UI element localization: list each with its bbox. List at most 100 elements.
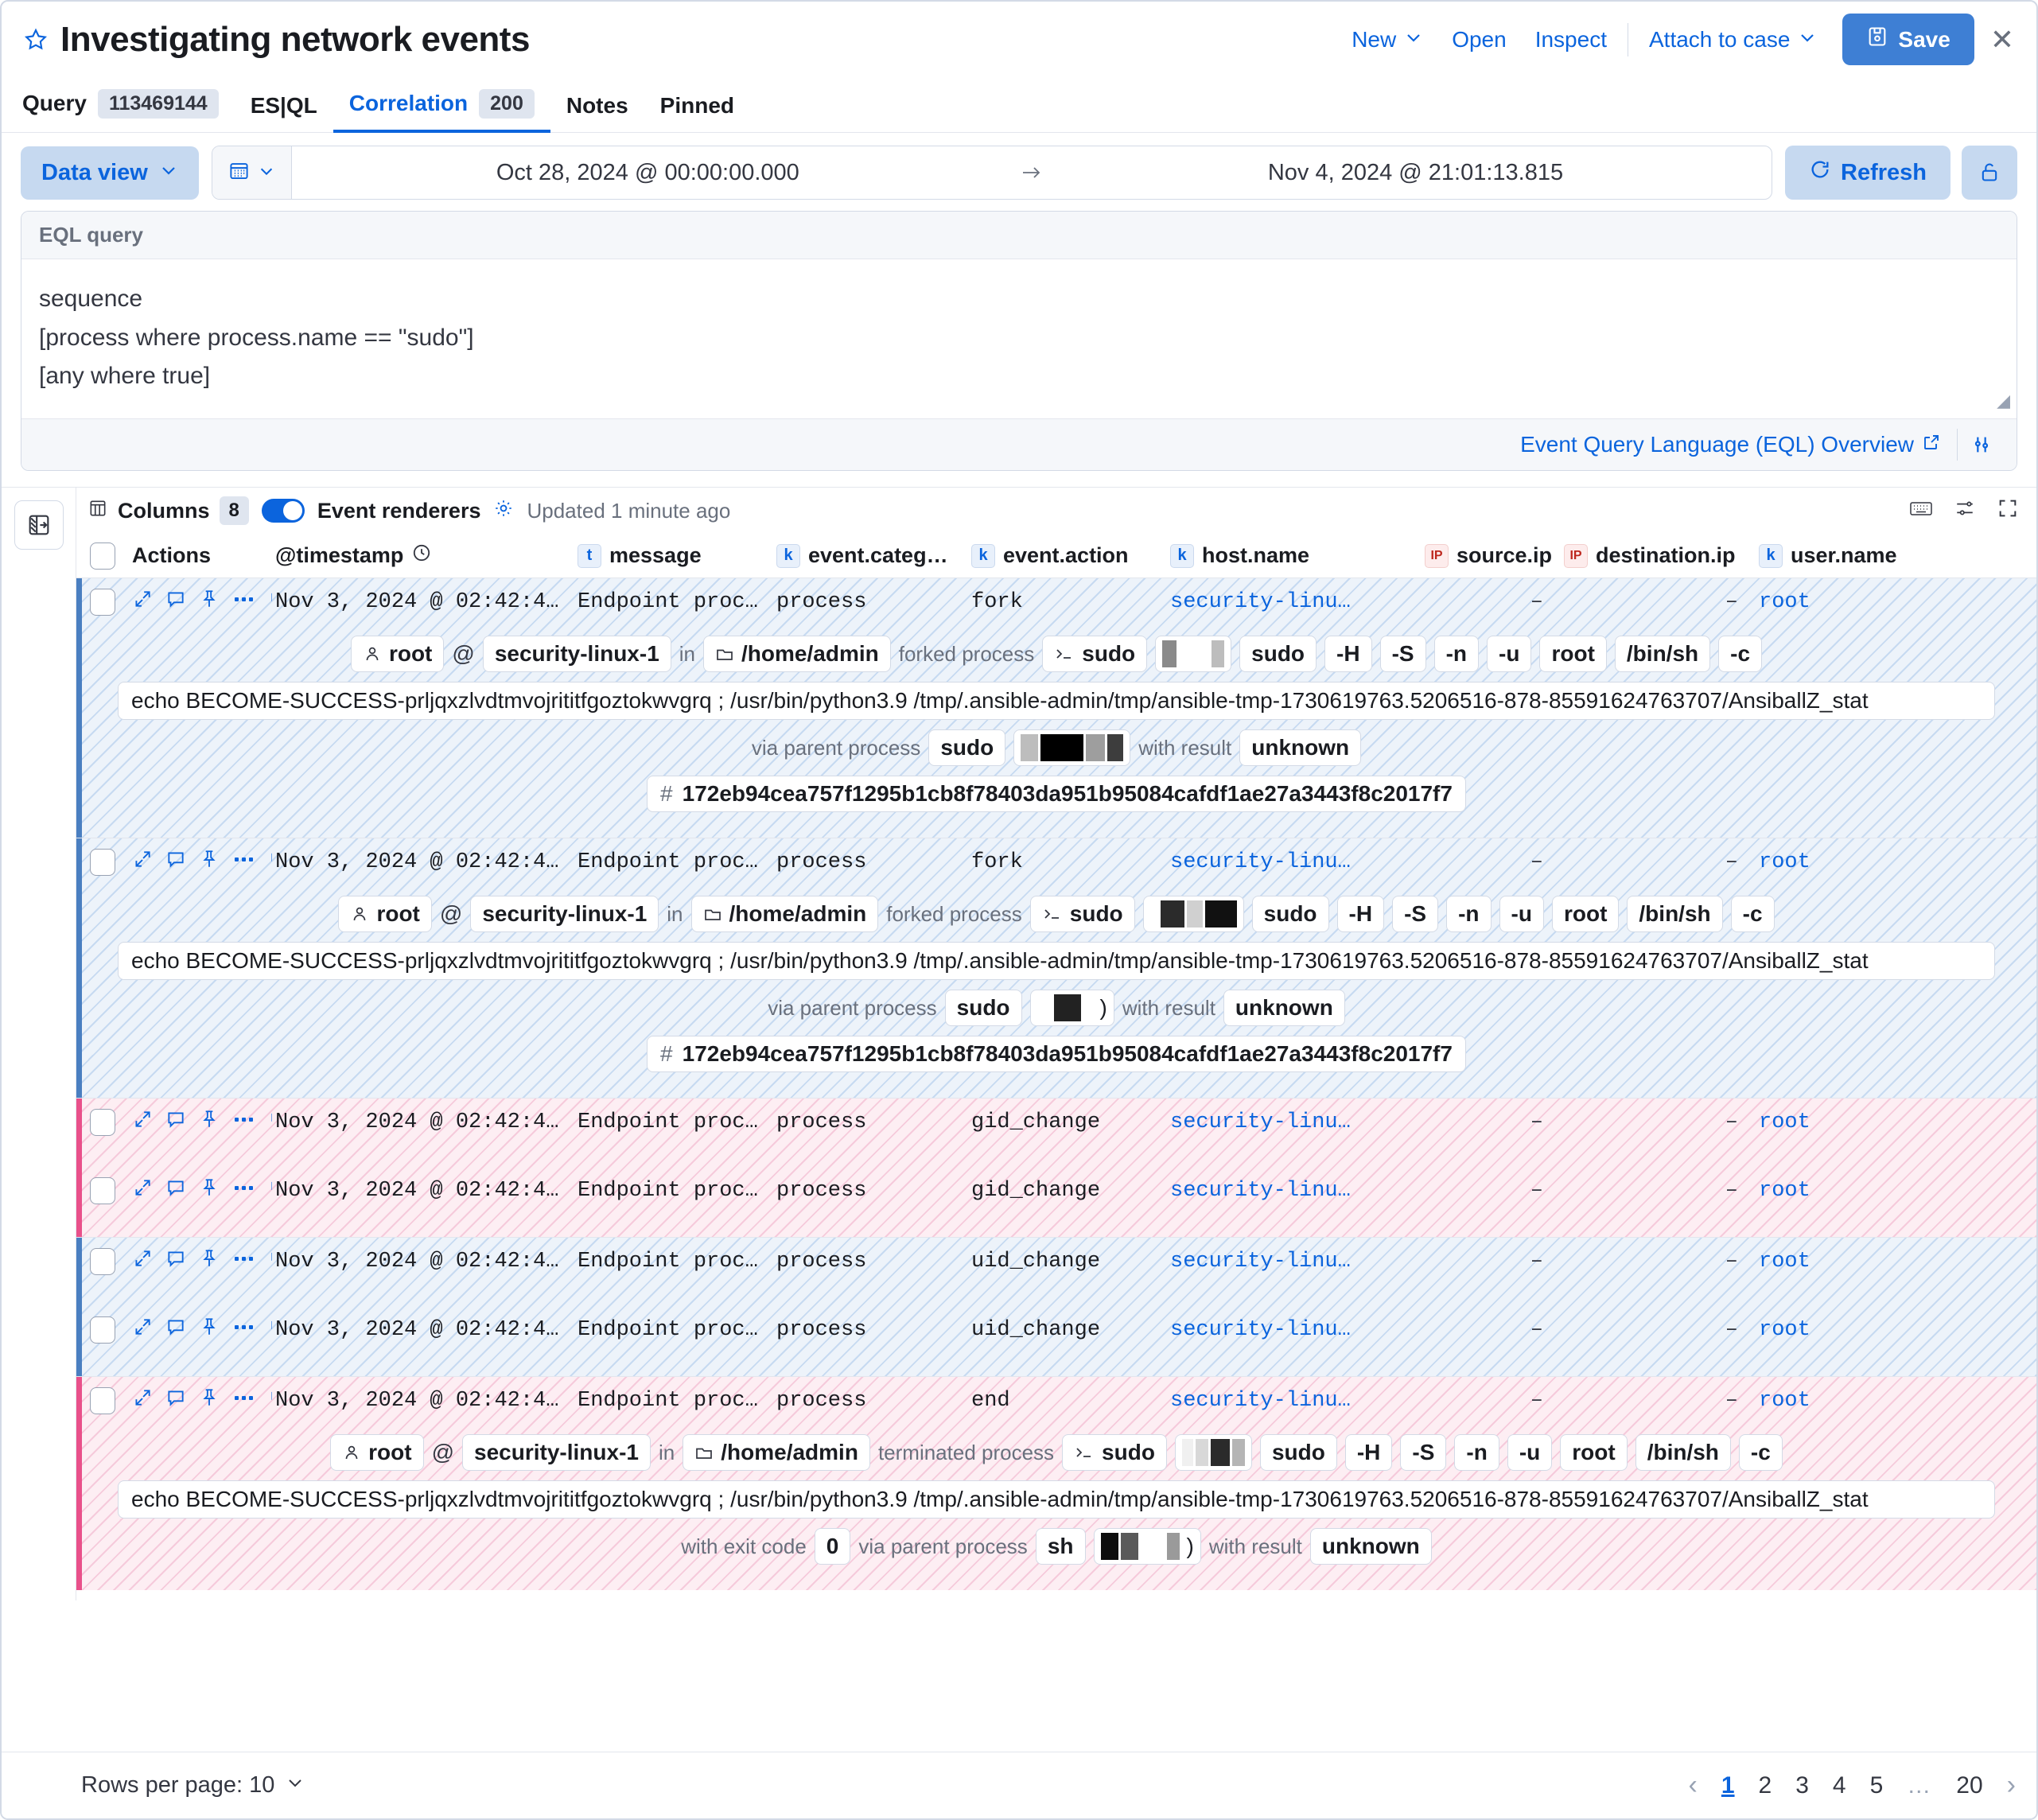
comment-icon[interactable] — [165, 589, 186, 616]
expand-icon[interactable] — [132, 1177, 153, 1205]
directory-pill[interactable]: /home/admin — [703, 636, 891, 672]
expand-icon[interactable] — [132, 1316, 153, 1344]
host-pill[interactable]: security-linux-1 — [462, 1434, 651, 1471]
page-button-1[interactable]: 1 — [1721, 1771, 1735, 1799]
refresh-button[interactable]: Refresh — [1785, 146, 1950, 200]
process-name-pill[interactable]: sudo — [1029, 896, 1135, 932]
tab-esql[interactable]: ES|QL — [235, 93, 333, 133]
favorite-star-icon[interactable] — [22, 26, 49, 53]
comment-icon[interactable] — [165, 1316, 186, 1344]
process-arg-pill-1[interactable]: -H — [1336, 896, 1385, 932]
pin-icon[interactable] — [199, 1109, 220, 1137]
cell-event-action[interactable]: uid_change — [971, 1250, 1101, 1274]
close-icon[interactable]: ✕ — [1989, 22, 2014, 56]
cell-event-action[interactable]: end — [971, 1389, 1010, 1413]
process-command-line[interactable]: echo BECOME-SUCCESS-prljqxzlvdtmvojritit… — [118, 682, 1995, 720]
more-actions-icon[interactable] — [232, 849, 256, 877]
cell-user-name[interactable]: root — [1759, 1110, 1810, 1134]
column-header-actions[interactable]: Actions — [129, 543, 272, 568]
save-button[interactable]: Save — [1842, 14, 1974, 65]
more-actions-icon[interactable] — [232, 1177, 256, 1205]
comment-icon[interactable] — [165, 849, 186, 877]
cell-destination-ip[interactable]: – — [1725, 1110, 1738, 1134]
process-arg-pill-6[interactable]: /bin/sh — [1627, 896, 1723, 932]
cell-host-name[interactable]: security-linu… — [1170, 1250, 1351, 1274]
tab-pinned[interactable]: Pinned — [644, 93, 750, 133]
pin-icon[interactable] — [199, 849, 220, 877]
row-select-checkbox[interactable] — [90, 1316, 115, 1344]
pin-icon[interactable] — [199, 589, 220, 616]
cell-destination-ip[interactable]: – — [1725, 1318, 1738, 1342]
cell-source-ip[interactable]: – — [1530, 1318, 1543, 1342]
new-button[interactable]: New — [1337, 21, 1437, 59]
next-page-button[interactable]: › — [2006, 1770, 2016, 1800]
cell-timestamp[interactable]: Nov 3, 2024 @ 02:42:4… — [275, 1250, 559, 1274]
page-button-3[interactable]: 3 — [1795, 1771, 1809, 1799]
cell-event-category[interactable]: process — [776, 1318, 867, 1342]
select-all-checkbox[interactable] — [90, 542, 115, 570]
process-arg-pill-4[interactable]: -u — [1487, 636, 1532, 672]
cell-host-name[interactable]: security-linu… — [1170, 1179, 1351, 1203]
process-arg-pill-2[interactable]: -S — [1379, 636, 1426, 672]
cell-timestamp[interactable]: Nov 3, 2024 @ 02:42:4… — [275, 1179, 559, 1203]
cell-message[interactable]: Endpoint proc… — [578, 1110, 758, 1134]
cell-event-category[interactable]: process — [776, 1250, 867, 1274]
process-arg-pill-7[interactable]: -c — [1718, 636, 1763, 672]
column-header-event-action[interactable]: k event.action — [968, 543, 1167, 568]
cell-timestamp[interactable]: Nov 3, 2024 @ 02:42:4… — [275, 1318, 559, 1342]
cell-user-name[interactable]: root — [1759, 850, 1810, 874]
cell-source-ip[interactable]: – — [1530, 590, 1543, 614]
cell-message[interactable]: Endpoint proc… — [578, 1389, 758, 1413]
cell-user-name[interactable]: root — [1759, 590, 1810, 614]
cell-source-ip[interactable]: – — [1530, 1110, 1543, 1134]
column-header-source-ip[interactable]: IP source.ip — [1422, 543, 1561, 568]
fullscreen-icon[interactable] — [1997, 497, 2019, 525]
tab-correlation[interactable]: Correlation 200 — [333, 88, 550, 133]
resize-handle-icon[interactable]: ◢ — [1997, 391, 2010, 411]
cell-source-ip[interactable]: – — [1530, 850, 1543, 874]
cell-event-category[interactable]: process — [776, 1110, 867, 1134]
cell-timestamp[interactable]: Nov 3, 2024 @ 02:42:4… — [275, 1110, 559, 1134]
eql-query-editor[interactable]: sequence [process where process.name == … — [21, 259, 2017, 418]
cell-event-category[interactable]: process — [776, 1179, 867, 1203]
cell-source-ip[interactable]: – — [1530, 1250, 1543, 1274]
process-arg-pill-6[interactable]: /bin/sh — [1614, 636, 1711, 672]
table-row[interactable]: Nov 3, 2024 @ 02:42:4… Endpoint proc… proc… — [76, 1099, 2036, 1143]
cell-user-name[interactable]: root — [1759, 1250, 1810, 1274]
parent-process-pill[interactable]: sudo — [928, 729, 1006, 766]
result-pill[interactable]: unknown — [1223, 990, 1345, 1026]
row-select-checkbox[interactable] — [90, 1109, 115, 1136]
page-button-20[interactable]: 20 — [1956, 1771, 1983, 1799]
process-arg-pill-2[interactable]: -S — [1400, 1434, 1447, 1471]
host-pill[interactable]: security-linux-1 — [482, 636, 671, 672]
result-pill[interactable]: unknown — [1309, 1528, 1432, 1565]
keyboard-icon[interactable] — [1909, 498, 1933, 524]
process-command-line[interactable]: echo BECOME-SUCCESS-prljqxzlvdtmvojritit… — [118, 1480, 1995, 1519]
sliders-icon[interactable] — [1958, 434, 2005, 456]
page-button-4[interactable]: 4 — [1832, 1771, 1846, 1799]
process-arg-pill-4[interactable]: -u — [1507, 1434, 1553, 1471]
process-arg-pill-1[interactable]: -H — [1324, 636, 1372, 672]
cell-destination-ip[interactable]: – — [1725, 1179, 1738, 1203]
more-actions-icon[interactable] — [232, 1316, 256, 1344]
expand-panel-icon[interactable] — [14, 500, 64, 550]
row-select-checkbox[interactable] — [90, 1387, 115, 1414]
data-view-selector[interactable]: Data view — [21, 146, 199, 200]
cell-host-name[interactable]: security-linu… — [1170, 1110, 1351, 1134]
process-arg-pill-0[interactable]: sudo — [1259, 1434, 1337, 1471]
cell-host-name[interactable]: security-linu… — [1170, 1389, 1351, 1413]
column-header-destination-ip[interactable]: IP destination.ip — [1561, 543, 1756, 568]
more-actions-icon[interactable] — [232, 1248, 256, 1276]
pin-icon[interactable] — [199, 1316, 220, 1344]
cell-timestamp[interactable]: Nov 3, 2024 @ 02:42:4… — [275, 850, 559, 874]
cell-destination-ip[interactable]: – — [1725, 1389, 1738, 1413]
comment-icon[interactable] — [165, 1109, 186, 1137]
table-row[interactable]: Nov 3, 2024 @ 02:42:4… Endpoint proc… proc… — [76, 838, 2036, 883]
host-pill[interactable]: security-linux-1 — [470, 896, 659, 932]
column-header-event-category[interactable]: k event.categ… — [773, 543, 968, 568]
display-options-icon[interactable] — [1954, 498, 1976, 524]
attach-to-case-button[interactable]: Attach to case — [1635, 21, 1831, 59]
page-button-2[interactable]: 2 — [1758, 1771, 1772, 1799]
directory-pill[interactable]: /home/admin — [683, 1434, 870, 1471]
cell-event-action[interactable]: fork — [971, 850, 1023, 874]
